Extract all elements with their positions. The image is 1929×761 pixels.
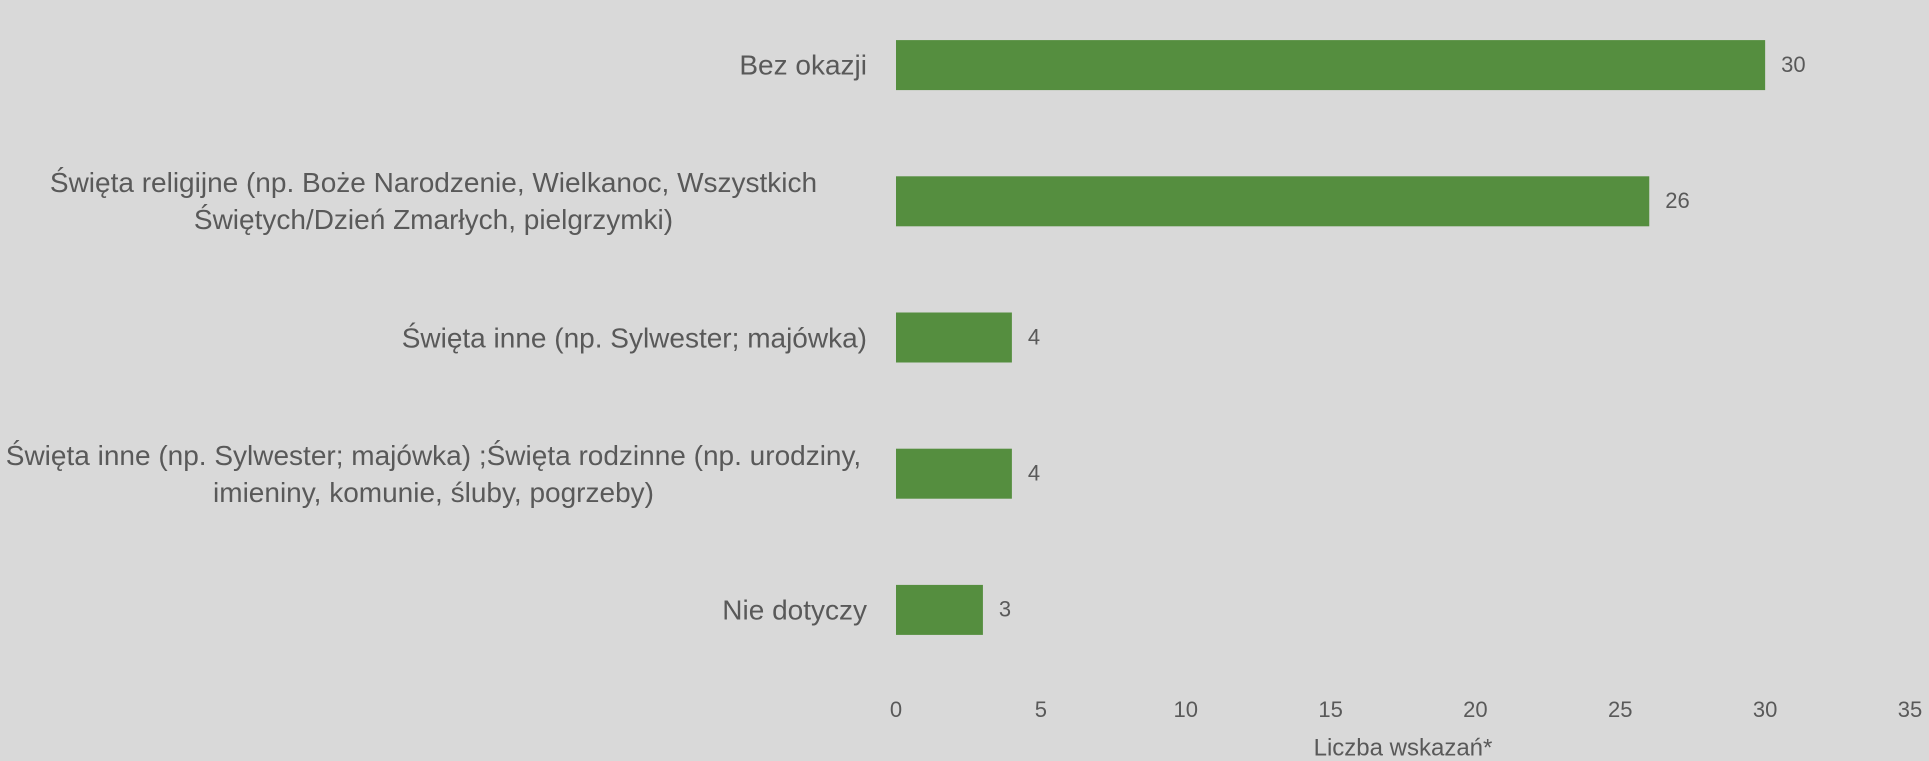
y-tick-label: Nie dotyczy: [722, 594, 867, 626]
x-tick-label: 5: [1035, 697, 1047, 722]
value-label: 4: [1028, 324, 1040, 349]
category-label-box: Święta inne (np. Sylwester; majówka): [402, 319, 867, 356]
x-tick-label: 20: [1463, 697, 1487, 722]
x-tick-label: 25: [1608, 697, 1632, 722]
x-tick-label: 35: [1898, 697, 1922, 722]
category-label-box: Nie dotyczy: [722, 591, 867, 628]
bar: [896, 312, 1012, 363]
x-tick-label: 10: [1173, 697, 1197, 722]
category-label-box: Święta inne (np. Sylwester; majówka) ;Św…: [0, 437, 867, 511]
y-tick-label: Bez okazji: [739, 49, 867, 81]
x-axis-title: Liczba wskazań*: [1314, 734, 1493, 761]
x-tick-label: 30: [1753, 697, 1777, 722]
value-label: 30: [1781, 52, 1805, 77]
y-tick-label: Święta inne (np. Sylwester; majówka) ;Św…: [5, 439, 862, 508]
category-label-box: Bez okazji: [739, 47, 867, 84]
value-label: 4: [1028, 461, 1040, 486]
bar: [896, 176, 1650, 227]
bar: [896, 40, 1766, 91]
value-label: 3: [999, 597, 1011, 622]
bar: [896, 448, 1012, 499]
value-label: 26: [1665, 188, 1689, 213]
y-tick-label: Święta religijne (np. Boże Narodzenie, W…: [49, 167, 818, 236]
category-label-box: Święta religijne (np. Boże Narodzenie, W…: [0, 164, 867, 238]
bar: [896, 584, 983, 635]
x-tick-label: 0: [890, 697, 902, 722]
x-tick-label: 15: [1318, 697, 1342, 722]
y-tick-label: Święta inne (np. Sylwester; majówka): [401, 322, 867, 353]
